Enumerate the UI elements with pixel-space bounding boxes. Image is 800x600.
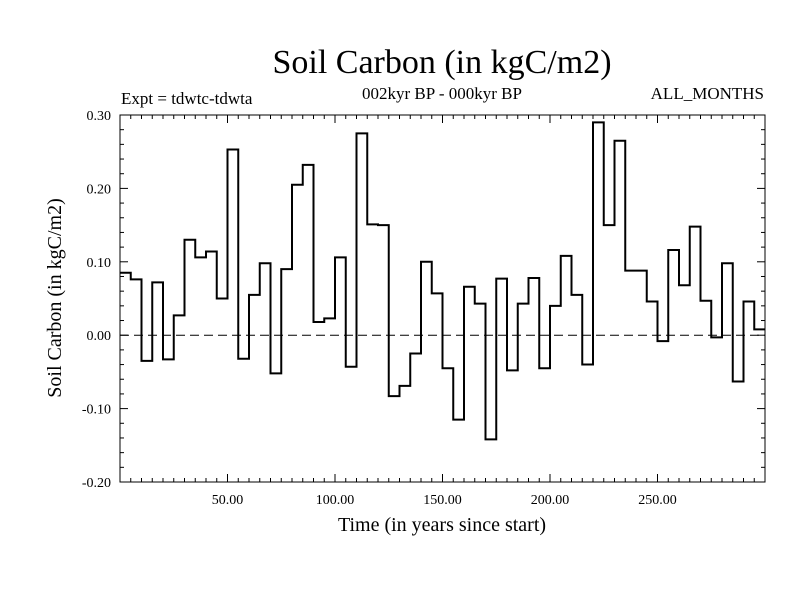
chart-title: Soil Carbon (in kgC/m2) [272, 44, 611, 81]
x-tick-label: 50.00 [212, 493, 244, 508]
x-axis-label: Time (in years since start) [338, 514, 546, 536]
y-tick-label: -0.20 [82, 476, 111, 491]
y-tick-label: 0.30 [87, 109, 112, 124]
data-series [120, 121, 765, 441]
x-tick-label: 100.00 [316, 493, 355, 508]
y-tick-label: -0.10 [82, 403, 111, 418]
y-tick-label: 0.20 [87, 182, 112, 197]
x-tick-label: 150.00 [423, 493, 462, 508]
chart-subtitle-period: 002kyr BP - 000kyr BP [362, 84, 522, 103]
chart-subtitle-experiment: Expt = tdwtc-tdwta [121, 89, 253, 108]
y-tick-label: 0.00 [87, 329, 112, 344]
chart-subtitle-months: ALL_MONTHS [651, 84, 764, 103]
axis-tick-labels: 50.00 100.00 150.00 200.00 250.00 -0.20 -0.10 0… [82, 109, 677, 508]
x-tick-label: 200.00 [531, 493, 570, 508]
x-tick-label: 250.00 [638, 493, 677, 508]
y-axis-label: Soil Carbon (in kgC/m2) [44, 198, 66, 397]
series-line [120, 121, 765, 441]
y-tick-label: 0.10 [87, 256, 112, 271]
